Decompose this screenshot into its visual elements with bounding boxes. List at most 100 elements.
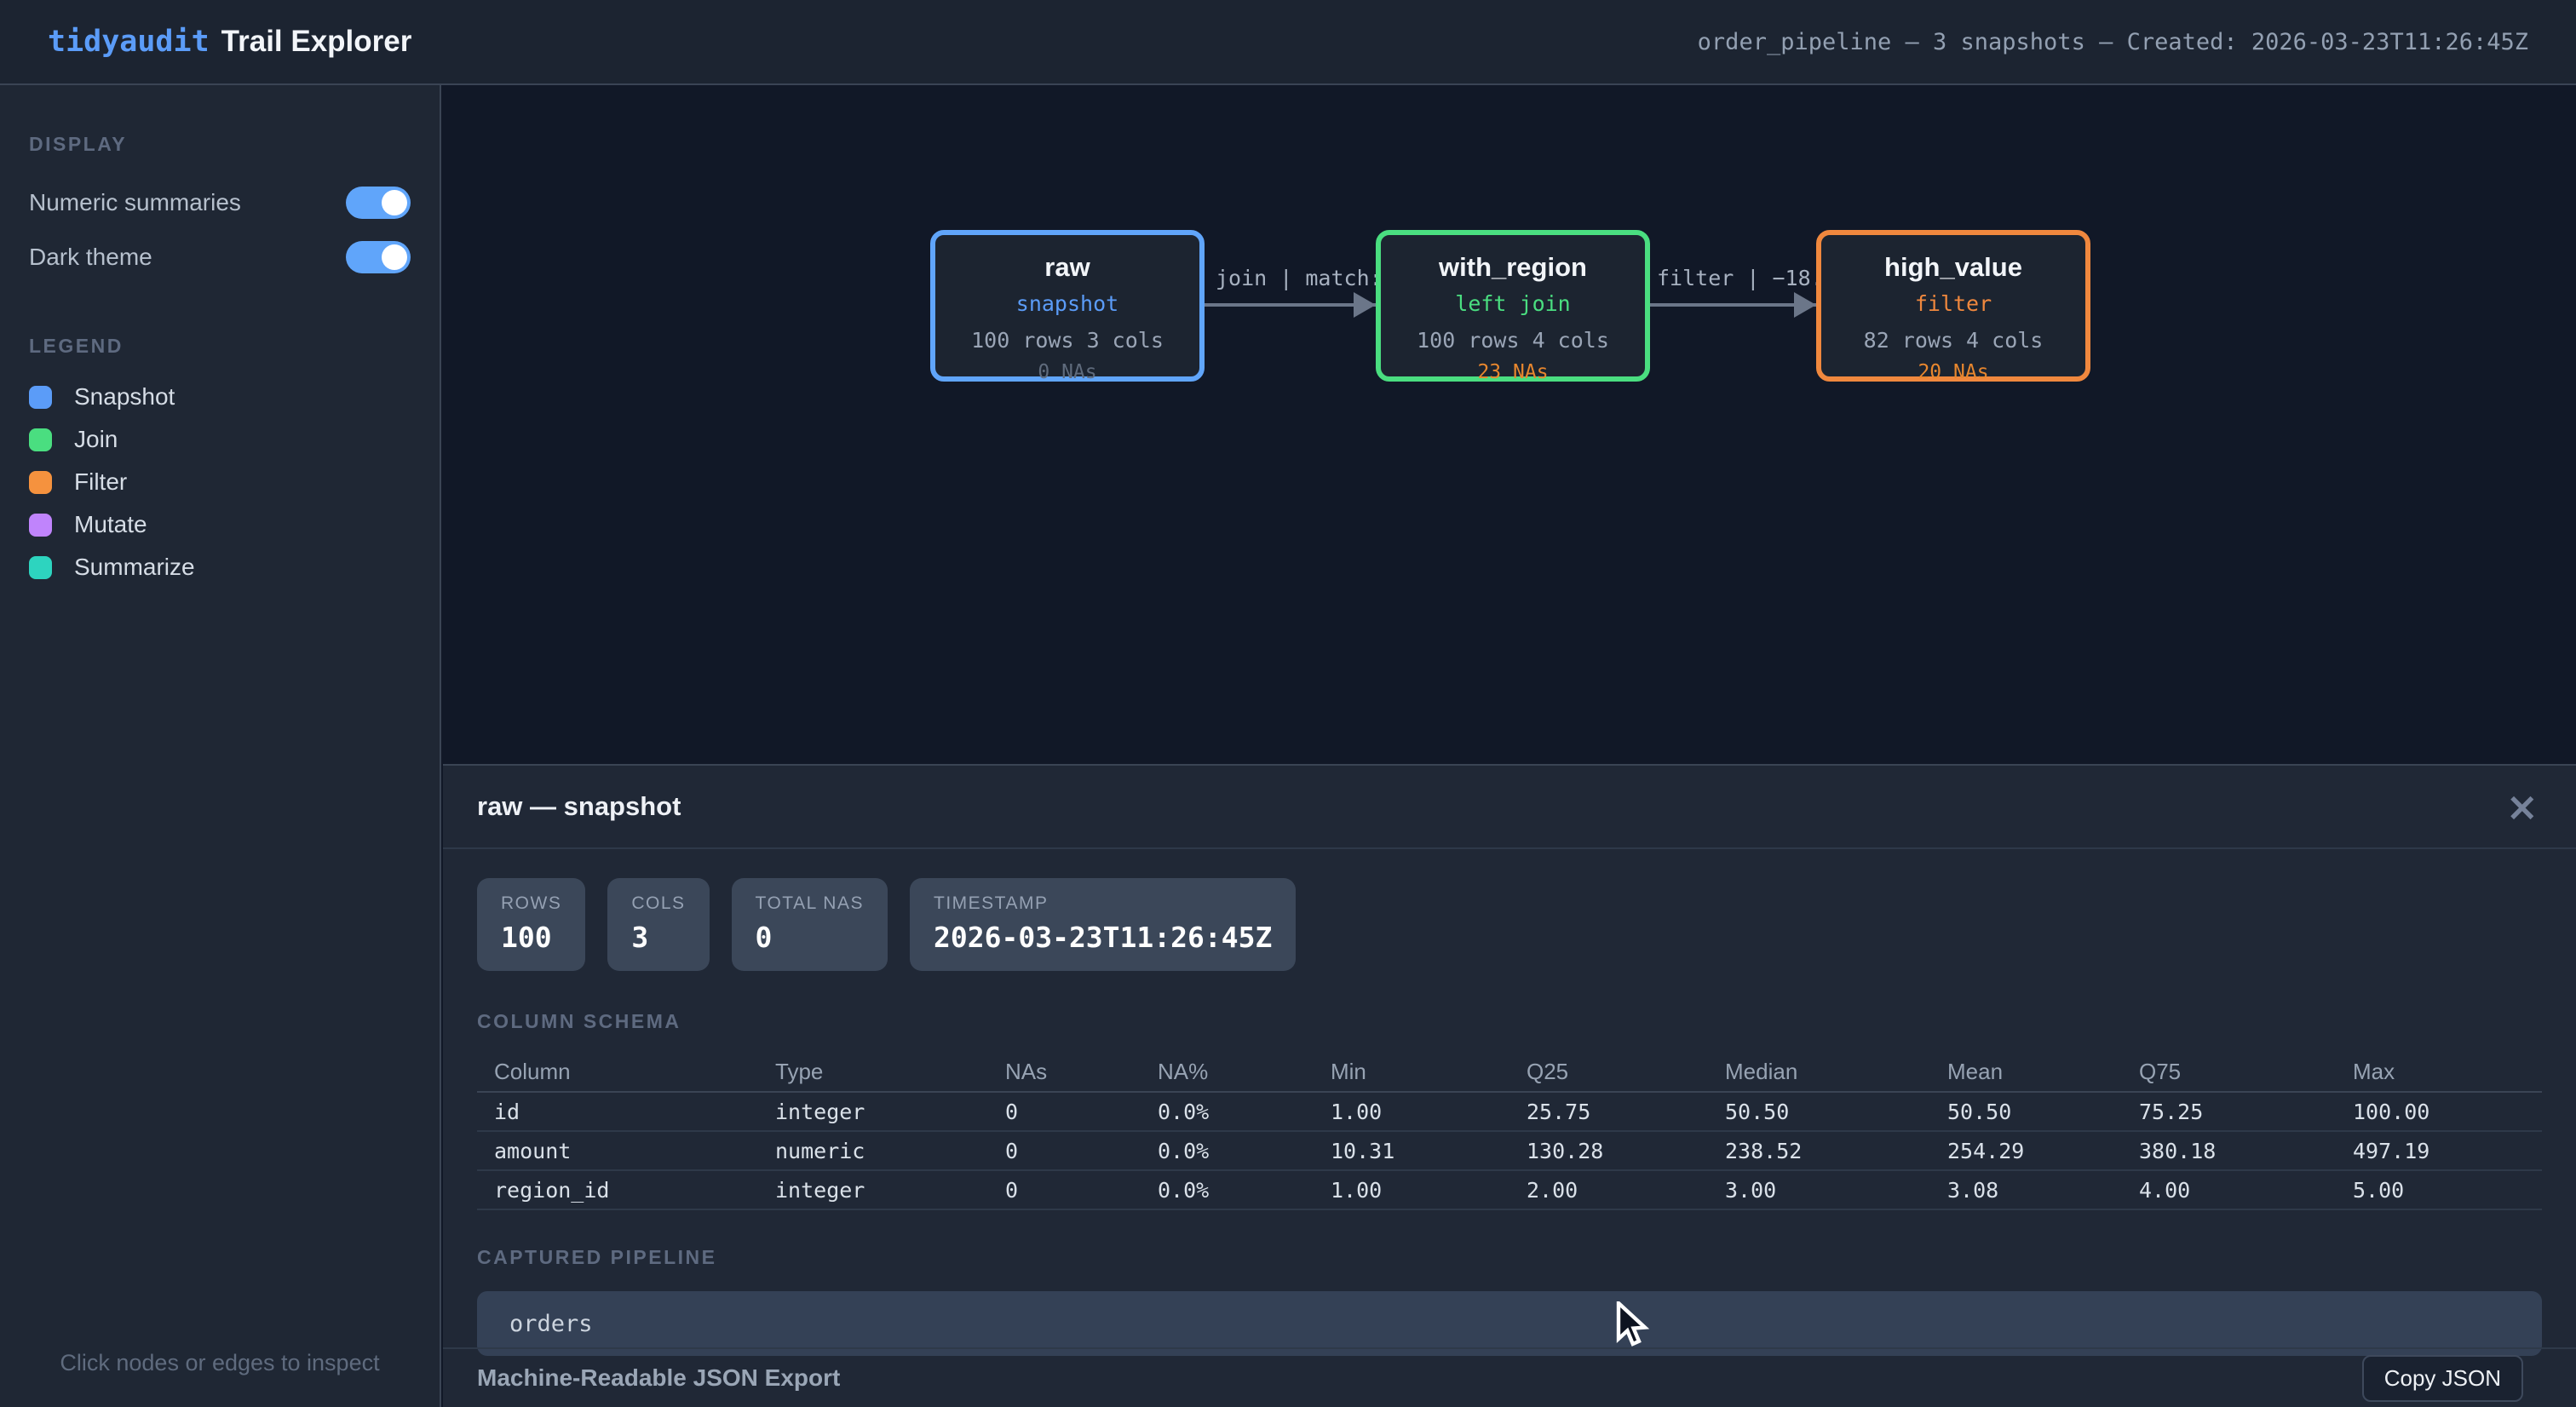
captured-pipeline-heading: CAPTURED PIPELINE — [477, 1246, 717, 1268]
node-operation: filter — [1914, 291, 1992, 316]
dark-theme-toggle[interactable] — [346, 241, 411, 273]
copy-json-button[interactable]: Copy JSON — [2361, 1354, 2523, 1402]
cell: 254.29 — [1947, 1138, 2025, 1163]
legend-label: Mutate — [74, 511, 147, 537]
edge-with-region-to-high-value[interactable] — [1650, 303, 1818, 307]
cell: 1.00 — [1331, 1099, 1383, 1124]
node-raw[interactable]: raw snapshot 100 rows 3 cols 0 NAs — [930, 230, 1205, 383]
sidebar-hint: Click nodes or edges to inspect — [60, 1350, 380, 1375]
toggle-row-dark-theme: Dark theme — [29, 241, 411, 273]
cell: numeric — [775, 1138, 865, 1163]
display-section-heading: DISPLAY — [29, 133, 128, 155]
col-header: Min — [1331, 1058, 1366, 1084]
cell: 10.31 — [1331, 1138, 1395, 1163]
cell: 380.18 — [2139, 1138, 2217, 1163]
cell: 50.50 — [1725, 1099, 1790, 1124]
pipeline-code-box: orders — [477, 1291, 2542, 1356]
cell: 238.52 — [1725, 1138, 1803, 1163]
session-info: order_pipeline — 3 snapshots — Created: … — [1697, 28, 2528, 55]
cell: 25.75 — [1527, 1099, 1591, 1124]
schema-table: Column Type NAs NA% Min Q25 Median Mean … — [477, 1052, 2542, 1210]
stat-chip-cols: COLS 3 — [607, 878, 710, 971]
cell: 0.0% — [1158, 1177, 1210, 1203]
cell: 0 — [1005, 1099, 1019, 1124]
stat-label: ROWS — [501, 893, 562, 913]
stat-value: 3 — [631, 921, 649, 954]
node-title: with_region — [1439, 252, 1587, 282]
cell: amount — [494, 1138, 572, 1163]
app-logo: tidyaudit Trail Explorer — [48, 25, 411, 59]
node-high-value[interactable]: high_value filter 82 rows 4 cols 20 NAs — [1816, 230, 2090, 383]
cell: 75.25 — [2139, 1099, 2204, 1124]
legend-section-heading: LEGEND — [29, 335, 124, 357]
node-operation: left join — [1455, 291, 1571, 316]
toggle-knob — [382, 244, 407, 270]
stat-value: 100 — [501, 921, 552, 954]
toggle-knob — [382, 190, 407, 215]
col-header: Type — [775, 1058, 824, 1084]
summarize-color-swatch — [29, 555, 52, 579]
mutate-color-swatch — [29, 513, 52, 537]
cell: 2.00 — [1527, 1177, 1578, 1203]
numeric-summaries-label: Numeric summaries — [29, 189, 241, 215]
filter-color-swatch — [29, 470, 52, 494]
col-header: Column — [494, 1058, 571, 1084]
stat-value: 0 — [755, 921, 773, 954]
cell: id — [494, 1099, 520, 1124]
node-title: raw — [1044, 252, 1090, 282]
legend-item-join: Join — [29, 426, 411, 453]
stat-chip-total-nas: TOTAL NAS 0 — [731, 878, 888, 971]
node-dimensions: 100 rows 3 cols — [971, 328, 1164, 353]
cell: 3.00 — [1725, 1177, 1777, 1203]
node-na-count: 0 NAs — [1038, 361, 1097, 383]
numeric-summaries-toggle[interactable] — [346, 187, 411, 219]
col-header: NAs — [1005, 1058, 1048, 1084]
cell: 100.00 — [2353, 1099, 2430, 1124]
table-row: id integer 0 0.0% 1.00 25.75 50.50 50.50… — [477, 1093, 2542, 1132]
cell: 497.19 — [2353, 1138, 2430, 1163]
pipeline-code: orders — [509, 1310, 593, 1337]
stat-label: TIMESTAMP — [934, 893, 1049, 913]
cell: 0.0% — [1158, 1099, 1210, 1124]
node-title: high_value — [1884, 252, 2022, 282]
brand-name: tidyaudit — [48, 25, 210, 59]
col-header: Median — [1725, 1058, 1798, 1084]
toggle-row-numeric-summaries: Numeric summaries — [29, 187, 411, 219]
join-color-swatch — [29, 428, 52, 451]
dark-theme-label: Dark theme — [29, 244, 152, 270]
legend-item-snapshot: Snapshot — [29, 383, 411, 411]
edge-raw-to-with-region[interactable] — [1205, 303, 1377, 307]
panel-title: raw — snapshot — [477, 791, 681, 821]
arrowhead-icon — [1794, 292, 1816, 318]
arrowhead-icon — [1354, 292, 1376, 318]
export-bar: Machine-Readable JSON Export Copy JSON — [443, 1347, 2576, 1407]
close-icon[interactable]: × — [2505, 784, 2539, 830]
legend-item-mutate: Mutate — [29, 511, 411, 538]
stat-chip-timestamp: TIMESTAMP 2026-03-23T11:26:45Z — [910, 878, 1297, 971]
app-title: Trail Explorer — [221, 25, 412, 58]
legend-label: Join — [74, 426, 118, 452]
node-na-count: 20 NAs — [1918, 361, 1989, 383]
col-header: Max — [2353, 1058, 2395, 1084]
legend-list: Snapshot Join Filter Mutate Summarize — [29, 383, 411, 581]
node-dimensions: 82 rows 4 cols — [1863, 328, 2044, 353]
cell: 3.08 — [1947, 1177, 1999, 1203]
cell: 0.0% — [1158, 1138, 1210, 1163]
col-header: NA% — [1158, 1058, 1209, 1084]
cell: 4.00 — [2139, 1177, 2191, 1203]
column-schema-heading: COLUMN SCHEMA — [477, 1010, 681, 1032]
cell: integer — [775, 1177, 865, 1203]
stat-chips: ROWS 100 COLS 3 TOTAL NAS 0 TIMESTAMP 20… — [477, 878, 2542, 971]
schema-table-header: Column Type NAs NA% Min Q25 Median Mean … — [477, 1052, 2542, 1093]
export-label: Machine-Readable JSON Export — [477, 1364, 841, 1391]
table-row: amount numeric 0 0.0% 10.31 130.28 238.5… — [477, 1132, 2542, 1171]
col-header: Q75 — [2139, 1058, 2182, 1084]
panel-header: raw — snapshot × — [443, 766, 2576, 849]
sidebar: DISPLAY Numeric summaries Dark theme LEG… — [0, 85, 441, 1407]
cell: 1.00 — [1331, 1177, 1383, 1203]
node-with-region[interactable]: with_region left join 100 rows 4 cols 23… — [1376, 230, 1650, 383]
cell: 5.00 — [2353, 1177, 2405, 1203]
node-dimensions: 100 rows 4 cols — [1417, 328, 1609, 353]
cell: 130.28 — [1527, 1138, 1604, 1163]
cell: 0 — [1005, 1177, 1019, 1203]
